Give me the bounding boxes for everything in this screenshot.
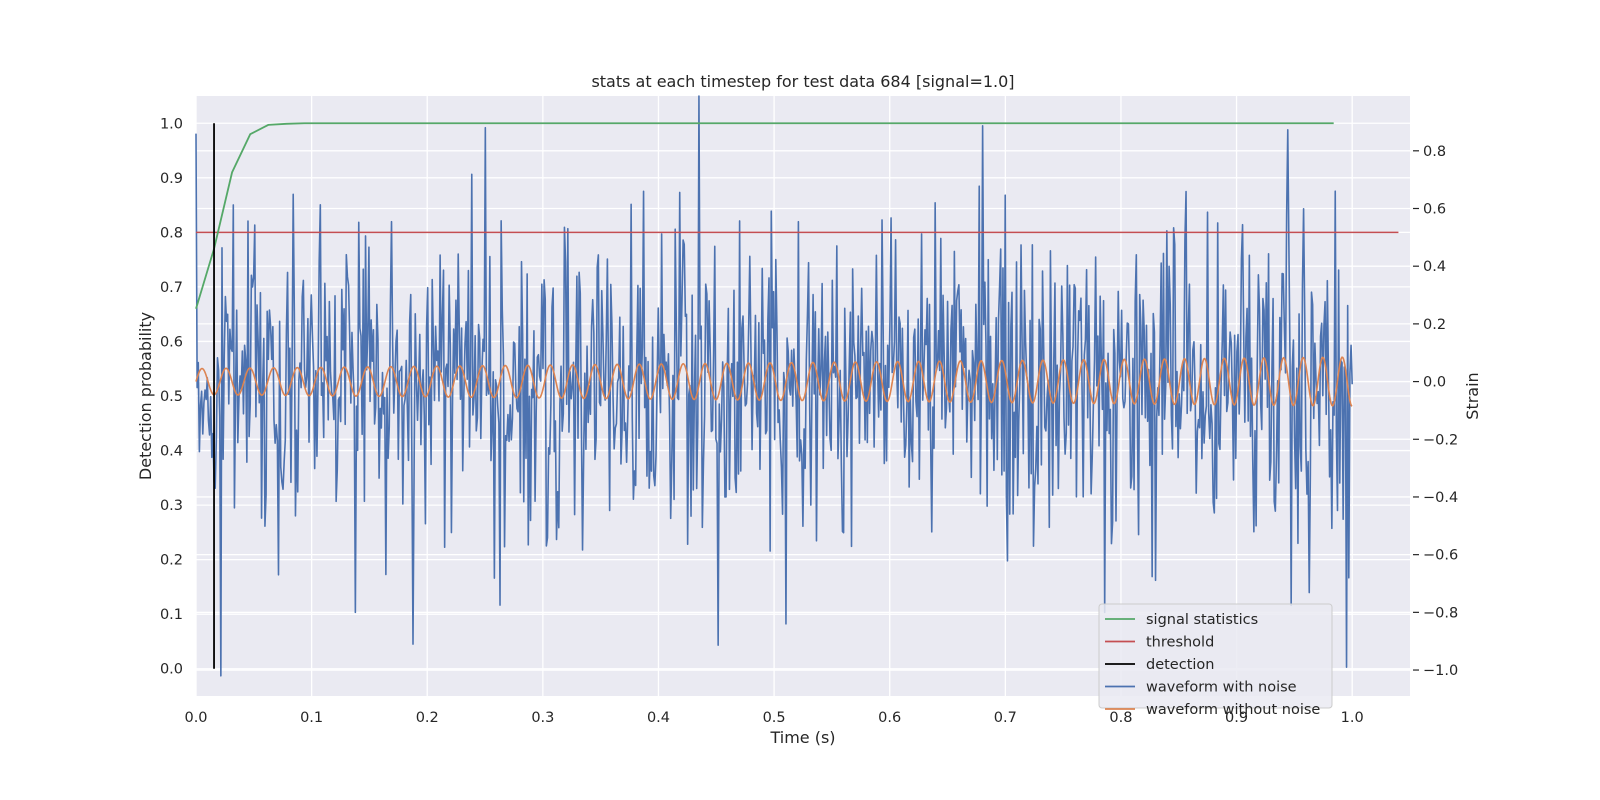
y-tick-label: 0.4 (160, 444, 183, 460)
y-tick-label: 0.6 (160, 334, 183, 350)
y2-tick-label: −1.0 (1423, 663, 1458, 679)
x-tick-label: 0.4 (647, 710, 670, 726)
legend: signal statistics threshold detection wavef… (1098, 603, 1333, 718)
y2-tick-label: −0.4 (1423, 490, 1458, 506)
series-layer (195, 95, 1399, 677)
y-axis-label: Detection probability (136, 312, 155, 480)
legend-entry-detection: detection (1146, 657, 1214, 673)
x-tick-label: 0.0 (184, 710, 207, 726)
signal-statistics-line (195, 122, 1334, 309)
waveform-without-noise-line (195, 356, 1353, 407)
x-tick-label: 0.8 (1109, 710, 1132, 726)
x-tick-label: 1.0 (1341, 710, 1364, 726)
y-tick-label: 0.7 (160, 280, 183, 296)
x-tick-label: 0.2 (416, 710, 439, 726)
legend-entry-threshold: threshold (1146, 635, 1214, 651)
y2-tick-label: 0.2 (1423, 317, 1446, 333)
x-axis-label: Time (s) (769, 728, 835, 747)
y2-tick-label: −0.2 (1423, 432, 1458, 448)
y2-tick-label: 0.6 (1423, 202, 1446, 218)
y2-tick-label: 0.4 (1423, 259, 1446, 275)
y-tick-label: 0.1 (160, 607, 183, 623)
x-axis-ticks: 0.0 0.1 0.2 0.3 0.4 0.5 0.6 0.7 0.8 0.9 1.0 (184, 710, 1363, 726)
x-tick-label: 0.6 (878, 710, 901, 726)
y2-axis-label: Strain (1463, 372, 1482, 419)
legend-entry-waveform-with-noise: waveform with noise (1146, 680, 1297, 696)
x-tick-label: 0.1 (300, 710, 323, 726)
x-tick-label: 0.9 (1225, 710, 1248, 726)
y-axis-ticks: 0.0 0.1 0.2 0.3 0.4 0.5 0.6 0.7 0.8 0.9 1.0 (160, 116, 183, 677)
y2-tick-label: 0.0 (1423, 375, 1446, 391)
legend-entry-signal-statistics: signal statistics (1146, 612, 1258, 628)
y-tick-label: 1.0 (160, 116, 183, 132)
y-tick-label: 0.8 (160, 225, 183, 241)
y2-tick-label: −0.6 (1423, 548, 1458, 564)
y2-axis-ticks: −1.0 −0.8 −0.6 −0.4 −0.2 0.0 0.2 0.4 0.6 0.8 (1413, 144, 1458, 679)
y-tick-label: 0.5 (160, 389, 183, 405)
legend-box (1098, 603, 1333, 709)
y-tick-label: 0.9 (160, 171, 183, 187)
x-tick-label: 0.5 (763, 710, 786, 726)
y2-tick-label: 0.8 (1423, 144, 1446, 160)
y-tick-label: 0.2 (160, 553, 183, 569)
y2-tick-label: −0.8 (1423, 605, 1458, 621)
x-tick-label: 0.7 (994, 710, 1017, 726)
legend-entry-waveform-without-noise: waveform without noise (1146, 702, 1320, 718)
y-tick-label: 0.3 (160, 498, 183, 514)
y-tick-label: 0.0 (160, 662, 183, 678)
x-tick-label: 0.3 (531, 710, 554, 726)
chart-title: stats at each timestep for test data 684… (591, 72, 1014, 91)
